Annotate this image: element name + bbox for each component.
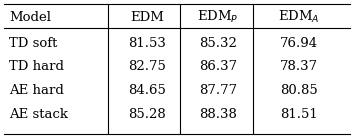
Text: AE stack: AE stack <box>9 108 68 121</box>
Text: 76.94: 76.94 <box>280 37 318 50</box>
Text: 82.75: 82.75 <box>128 60 166 73</box>
Text: 86.37: 86.37 <box>199 60 237 73</box>
Text: EDM$_P$: EDM$_P$ <box>197 9 239 25</box>
Text: Model: Model <box>9 11 51 24</box>
Text: 78.37: 78.37 <box>280 60 318 73</box>
Text: 80.85: 80.85 <box>280 84 318 97</box>
Text: 81.51: 81.51 <box>280 108 318 121</box>
Text: 88.38: 88.38 <box>199 108 236 121</box>
Text: TD hard: TD hard <box>9 60 64 73</box>
Text: 81.53: 81.53 <box>128 37 166 50</box>
Text: 85.32: 85.32 <box>199 37 236 50</box>
Text: 84.65: 84.65 <box>128 84 166 97</box>
Text: TD soft: TD soft <box>9 37 57 50</box>
Text: EDM$_A$: EDM$_A$ <box>278 9 320 25</box>
Text: 87.77: 87.77 <box>199 84 237 97</box>
Text: AE hard: AE hard <box>9 84 64 97</box>
Text: 85.28: 85.28 <box>128 108 166 121</box>
Text: EDM: EDM <box>130 11 164 24</box>
